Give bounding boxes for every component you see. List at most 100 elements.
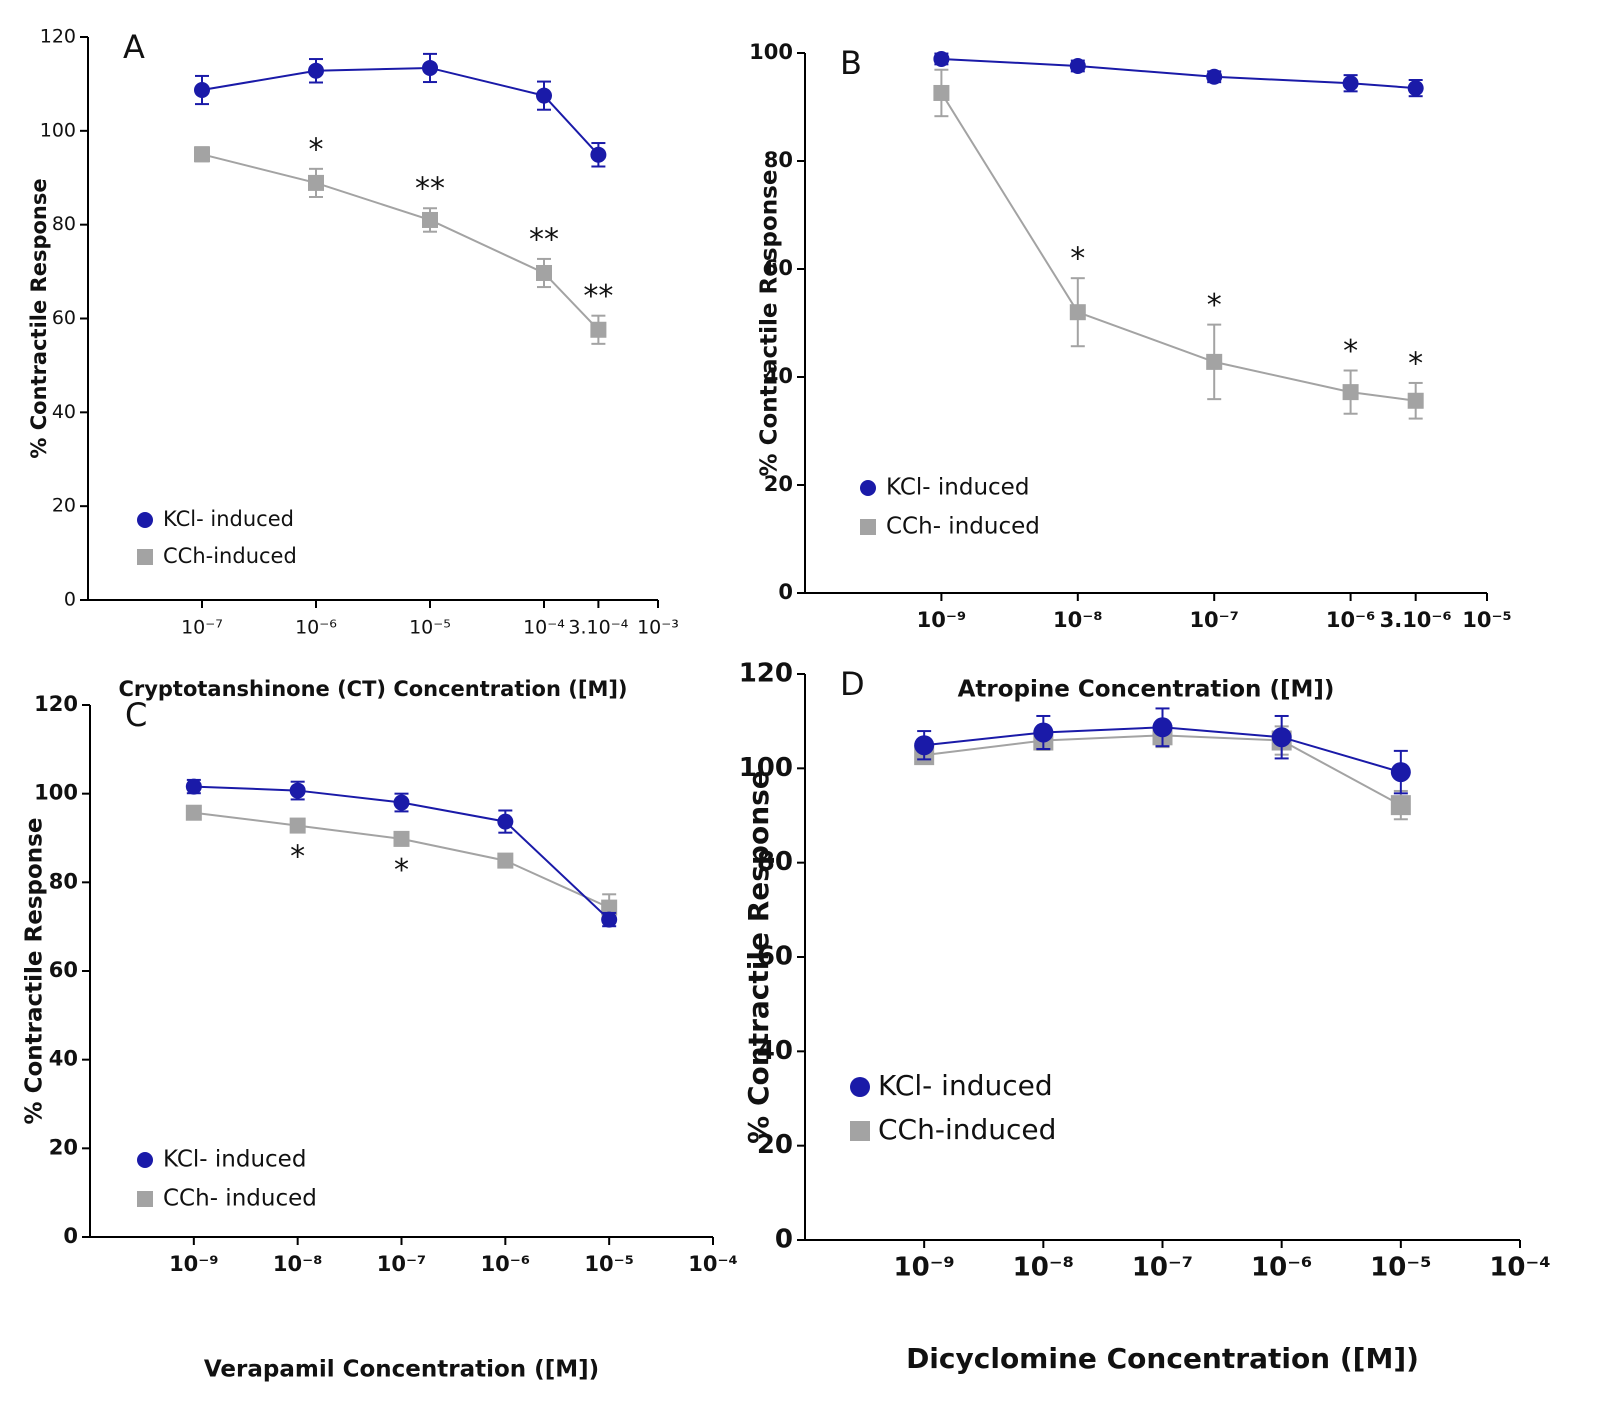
legend-swatch xyxy=(137,512,153,528)
significance-mark: * xyxy=(309,132,324,167)
y-tick-label: 120 xyxy=(40,26,76,48)
x-tick-label: 10⁻⁴ xyxy=(1489,1253,1550,1283)
data-point xyxy=(1390,795,1411,816)
data-point xyxy=(497,852,514,869)
x-axis-title: Atropine Concentration ([M]) xyxy=(958,677,1335,703)
data-point xyxy=(933,50,950,67)
x-tick-label: 10⁻⁹ xyxy=(917,608,967,632)
x-tick-label: 3.10⁻⁴ xyxy=(568,617,628,639)
significance-mark: * xyxy=(1408,346,1423,381)
y-tick-label: 20 xyxy=(49,1135,78,1159)
legend-label: KCl- induced xyxy=(163,507,294,531)
y-tick-label: 40 xyxy=(49,1047,78,1071)
data-point xyxy=(1342,384,1359,401)
panel: D 0 20 40 60 80 100 120 10⁻⁹ 10⁻⁸ 10⁻⁷ 10⁻⁶ 10⁻⁵ 10⁻⁴… xyxy=(739,659,1551,1376)
x-tick-label: 10⁻⁸ xyxy=(1013,1253,1074,1283)
data-point xyxy=(194,82,210,99)
y-tick-label: 120 xyxy=(739,659,793,689)
y-axis-title: % Contractile Response xyxy=(742,770,775,1144)
legend-label: CCh-induced xyxy=(163,544,297,568)
data-point xyxy=(1152,717,1173,738)
data-point xyxy=(1390,762,1411,783)
data-point xyxy=(601,899,618,916)
x-tick-label: 10⁻⁷ xyxy=(181,617,223,639)
x-tick-label: 10⁻⁴ xyxy=(688,1252,738,1276)
data-point xyxy=(308,174,324,191)
data-point xyxy=(1033,722,1054,743)
y-tick-label: 100 xyxy=(749,40,793,64)
y-tick-label: 40 xyxy=(52,401,76,423)
y-tick-label: 20 xyxy=(52,495,76,517)
panel-label: D xyxy=(840,665,865,703)
legend-swatch xyxy=(137,1152,153,1168)
x-tick-label: 10⁻⁶ xyxy=(481,1252,531,1276)
y-tick-label: 0 xyxy=(775,1225,793,1255)
x-tick-label: 10⁻⁸ xyxy=(273,1252,323,1276)
panel-label: B xyxy=(840,44,862,82)
data-point xyxy=(497,813,514,830)
x-tick-label: 10⁻⁹ xyxy=(894,1253,955,1283)
y-axis-title: % Contractile Response xyxy=(757,170,783,477)
y-axis-title: % Contractile Response xyxy=(27,178,51,458)
y-tick-label: 100 xyxy=(40,119,76,141)
significance-mark: * xyxy=(394,853,409,888)
significance-mark: ** xyxy=(529,222,559,257)
data-point xyxy=(536,264,552,281)
data-point xyxy=(289,782,306,799)
legend-label: CCh-induced xyxy=(878,1113,1056,1146)
legend-label: CCh- induced xyxy=(886,514,1040,540)
significance-mark: * xyxy=(1207,288,1222,323)
y-tick-label: 0 xyxy=(63,1224,78,1248)
data-point xyxy=(933,84,950,101)
x-tick-label: 3.10⁻⁶ xyxy=(1380,608,1452,632)
y-tick-label: 40 xyxy=(757,1036,793,1066)
legend-label: CCh- induced xyxy=(163,1186,317,1212)
x-tick-label: 10⁻⁸ xyxy=(1053,608,1103,632)
panel-label: C xyxy=(125,696,147,734)
data-point xyxy=(393,830,410,847)
data-point xyxy=(1069,304,1086,321)
y-tick-label: 60 xyxy=(49,958,78,982)
y-tick-label: 60 xyxy=(757,942,793,972)
legend-swatch xyxy=(860,519,876,535)
x-tick-label: 10⁻⁷ xyxy=(1189,608,1239,632)
y-tick-label: 20 xyxy=(757,1130,793,1160)
data-point xyxy=(1407,80,1424,97)
data-point xyxy=(590,321,607,338)
x-tick-label: 10⁻⁹ xyxy=(169,1252,219,1276)
data-point xyxy=(422,59,438,76)
data-point xyxy=(422,211,438,228)
legend-label: KCl- induced xyxy=(886,475,1029,501)
data-point xyxy=(1342,75,1359,92)
x-tick-label: 10⁻⁶ xyxy=(1251,1253,1312,1283)
x-tick-label: 10⁻⁷ xyxy=(377,1252,427,1276)
x-axis-title: Dicyclomine Concentration ([M]) xyxy=(906,1342,1419,1375)
x-tick-label: 10⁻⁴ xyxy=(523,617,565,639)
y-tick-label: 60 xyxy=(764,256,793,280)
x-tick-label: 10⁻⁵ xyxy=(409,617,451,639)
legend-swatch xyxy=(137,1191,153,1207)
y-tick-label: 40 xyxy=(764,364,793,388)
x-tick-label: 10⁻³ xyxy=(637,617,679,639)
data-point xyxy=(1206,68,1223,85)
panel: C 0 20 40 60 80 100 120 10⁻⁹ 10⁻⁸ 10⁻⁷ 10⁻⁶ 10⁻⁵ 10⁻⁴… xyxy=(22,692,738,1383)
data-point xyxy=(185,804,202,821)
legend-swatch xyxy=(137,549,153,565)
y-tick-label: 120 xyxy=(34,692,78,716)
panel: B 0 20 40 60 80 100 10⁻⁹ 10⁻⁸ 10⁻⁷ 10⁻⁶ 3.10⁻⁶ 10⁻⁵ A… xyxy=(749,40,1512,703)
data-point xyxy=(914,735,935,756)
y-tick-label: 0 xyxy=(778,580,793,604)
significance-mark: * xyxy=(1070,242,1085,277)
x-tick-label: 10⁻⁵ xyxy=(1370,1253,1431,1283)
significance-mark: ** xyxy=(583,279,613,314)
y-tick-label: 80 xyxy=(52,213,76,235)
significance-mark: * xyxy=(1343,334,1358,369)
y-axis-title: % Contractile Response xyxy=(22,818,48,1125)
data-point xyxy=(1206,353,1223,370)
data-point xyxy=(1069,57,1086,74)
panel: A 0 20 40 60 80 100 120 10⁻⁷ 10⁻⁶ 10⁻⁵ 10⁻⁴ 3.10⁻⁴ 10… xyxy=(27,26,679,702)
y-tick-label: 80 xyxy=(49,869,78,893)
x-tick-label: 10⁻⁷ xyxy=(1132,1253,1193,1283)
x-tick-label: 10⁻⁶ xyxy=(295,617,337,639)
